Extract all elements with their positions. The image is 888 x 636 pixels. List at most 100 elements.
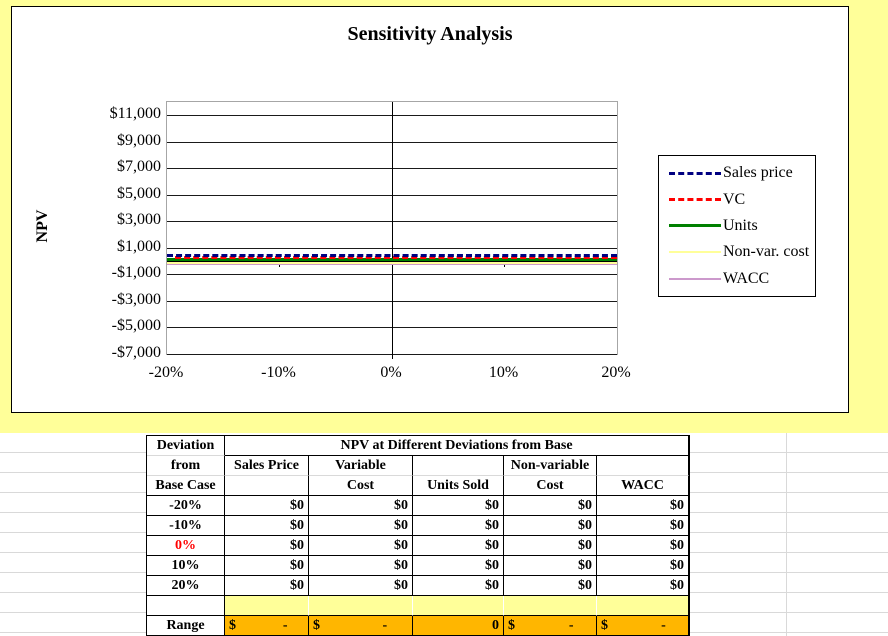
npv-value[interactable]: $0 bbox=[597, 496, 690, 516]
header-cell[interactable] bbox=[225, 476, 309, 496]
npv-value[interactable]: $0 bbox=[504, 516, 597, 536]
legend-item: VC bbox=[669, 189, 815, 211]
series-line-sales-price bbox=[167, 254, 617, 257]
series-line-units bbox=[167, 258, 617, 261]
npv-value[interactable]: $0 bbox=[309, 496, 413, 516]
spacer-cell[interactable] bbox=[597, 596, 690, 616]
y-axis-title: NPV bbox=[34, 209, 51, 243]
y-axis-tick-label: $11,000 bbox=[109, 105, 161, 122]
y-axis-tick-label: $9,000 bbox=[117, 131, 161, 149]
legend-label: Non-var. cost bbox=[723, 243, 810, 261]
legend-label: Units bbox=[723, 216, 758, 234]
npv-value[interactable]: $0 bbox=[225, 496, 309, 516]
npv-deviation-table: Deviation NPV at Different Deviations fro… bbox=[146, 435, 691, 636]
npv-value[interactable]: $0 bbox=[504, 556, 597, 576]
npv-value[interactable]: $0 bbox=[413, 516, 504, 536]
x-axis-tick-label: 0% bbox=[380, 364, 402, 381]
npv-value[interactable]: $0 bbox=[597, 576, 690, 596]
npv-value[interactable]: $0 bbox=[413, 496, 504, 516]
npv-value[interactable]: $0 bbox=[504, 496, 597, 516]
header-cell[interactable]: Variable bbox=[309, 456, 413, 476]
spreadsheet-column-gridline bbox=[786, 433, 787, 636]
range-value[interactable]: $ - bbox=[309, 616, 413, 636]
series-line-wacc bbox=[167, 263, 617, 265]
header-cell[interactable]: WACC bbox=[597, 476, 690, 496]
deviation-label[interactable]: 0% bbox=[147, 536, 225, 556]
header-cell[interactable]: Cost bbox=[504, 476, 597, 496]
range-value[interactable]: $ - bbox=[597, 616, 690, 636]
y-axis-tick-label: -$5,000 bbox=[111, 317, 161, 335]
header-npv-merged[interactable]: NPV at Different Deviations from Base bbox=[225, 436, 690, 456]
npv-value[interactable]: $0 bbox=[309, 516, 413, 536]
npv-value[interactable]: $0 bbox=[225, 516, 309, 536]
y-axis-tick-label: $5,000 bbox=[117, 184, 161, 202]
deviation-label[interactable]: 10% bbox=[147, 556, 225, 576]
npv-value[interactable]: $0 bbox=[504, 576, 597, 596]
y-axis-tick-label: $3,000 bbox=[117, 211, 161, 229]
npv-value[interactable]: $0 bbox=[309, 556, 413, 576]
header-cell[interactable]: Sales Price bbox=[225, 456, 309, 476]
plot-area bbox=[166, 101, 618, 359]
series-line-vc bbox=[175, 256, 617, 259]
header-cell[interactable]: from bbox=[147, 456, 225, 476]
npv-value[interactable]: $0 bbox=[225, 576, 309, 596]
header-deviation[interactable]: Deviation bbox=[147, 436, 225, 456]
legend-item: WACC bbox=[669, 268, 815, 290]
legend-item: Sales price bbox=[669, 162, 815, 184]
header-cell[interactable]: Cost bbox=[309, 476, 413, 496]
legend-item: Non-var. cost bbox=[669, 241, 815, 263]
y-axis-tick-label: $7,000 bbox=[117, 158, 161, 176]
npv-value[interactable]: $0 bbox=[413, 576, 504, 596]
chart-legend[interactable]: Sales price VC Units Non-var. cost WACC bbox=[658, 155, 816, 297]
y-axis-tick-label: -$7,000 bbox=[111, 343, 161, 361]
range-label[interactable]: Range bbox=[147, 616, 225, 636]
npv-value[interactable]: $0 bbox=[597, 536, 690, 556]
npv-value[interactable]: $0 bbox=[597, 516, 690, 536]
sensitivity-chart[interactable]: Sensitivity Analysis NPV $11,000 $9,000 $7… bbox=[11, 6, 849, 413]
legend-label: Sales price bbox=[723, 164, 793, 182]
y-axis-tick-label: $1,000 bbox=[117, 237, 161, 255]
header-cell[interactable] bbox=[597, 456, 690, 476]
deviation-label[interactable]: -20% bbox=[147, 496, 225, 516]
legend-line-sample bbox=[669, 171, 721, 175]
header-cell[interactable]: Base Case bbox=[147, 476, 225, 496]
legend-item: Units bbox=[669, 215, 815, 237]
npv-value[interactable]: $0 bbox=[504, 536, 597, 556]
legend-line-sample bbox=[669, 277, 721, 280]
y-axis-tick-label: -$1,000 bbox=[111, 264, 161, 282]
spacer-cell[interactable] bbox=[309, 596, 413, 616]
x-axis-tick-label: 20% bbox=[601, 364, 631, 381]
range-value[interactable]: $ - bbox=[225, 616, 309, 636]
npv-value[interactable]: $0 bbox=[413, 556, 504, 576]
legend-line-sample bbox=[669, 224, 721, 228]
range-value[interactable]: 0 bbox=[413, 616, 504, 636]
x-axis-tick-label: -10% bbox=[261, 364, 296, 381]
y-axis-tick-label: -$3,000 bbox=[111, 290, 161, 308]
header-cell[interactable]: Non-variable bbox=[504, 456, 597, 476]
npv-value[interactable]: $0 bbox=[225, 536, 309, 556]
header-cell[interactable]: Units Sold bbox=[413, 476, 504, 496]
chart-title: Sensitivity Analysis bbox=[347, 23, 513, 45]
axis-bottom-tick bbox=[392, 354, 393, 359]
npv-value[interactable]: $0 bbox=[597, 556, 690, 576]
npv-value[interactable]: $0 bbox=[413, 536, 504, 556]
spacer-cell[interactable] bbox=[504, 596, 597, 616]
deviation-label[interactable]: -10% bbox=[147, 516, 225, 536]
spacer-cell[interactable] bbox=[147, 596, 225, 616]
spacer-cell[interactable] bbox=[413, 596, 504, 616]
legend-line-sample bbox=[669, 198, 721, 202]
value-axis-line bbox=[392, 102, 393, 354]
x-axis-tick-label: -20% bbox=[148, 364, 184, 381]
range-value[interactable]: $ - bbox=[504, 616, 597, 636]
deviation-label[interactable]: 20% bbox=[147, 576, 225, 596]
legend-label: WACC bbox=[723, 269, 770, 287]
series-line-non-var-cost bbox=[167, 261, 617, 264]
header-cell[interactable] bbox=[413, 456, 504, 476]
x-axis-tick-label: 10% bbox=[488, 364, 519, 381]
npv-value[interactable]: $0 bbox=[309, 536, 413, 556]
npv-value[interactable]: $0 bbox=[225, 556, 309, 576]
legend-line-sample bbox=[669, 251, 721, 254]
npv-value[interactable]: $0 bbox=[309, 576, 413, 596]
spacer-cell[interactable] bbox=[225, 596, 309, 616]
